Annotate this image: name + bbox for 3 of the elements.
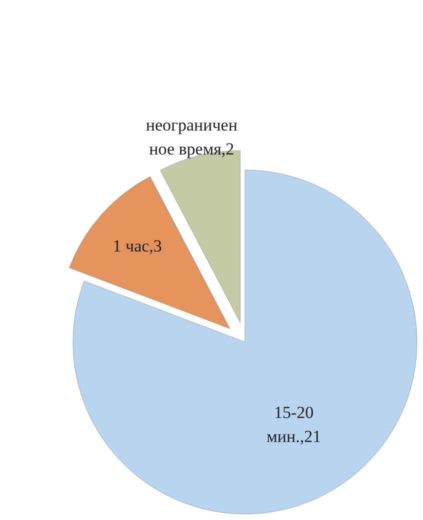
data-label: неограниченное время,2 xyxy=(146,116,238,159)
data-label: 1 час,3 xyxy=(112,236,162,256)
data-label: 15-20 мин.,21 xyxy=(266,402,322,446)
